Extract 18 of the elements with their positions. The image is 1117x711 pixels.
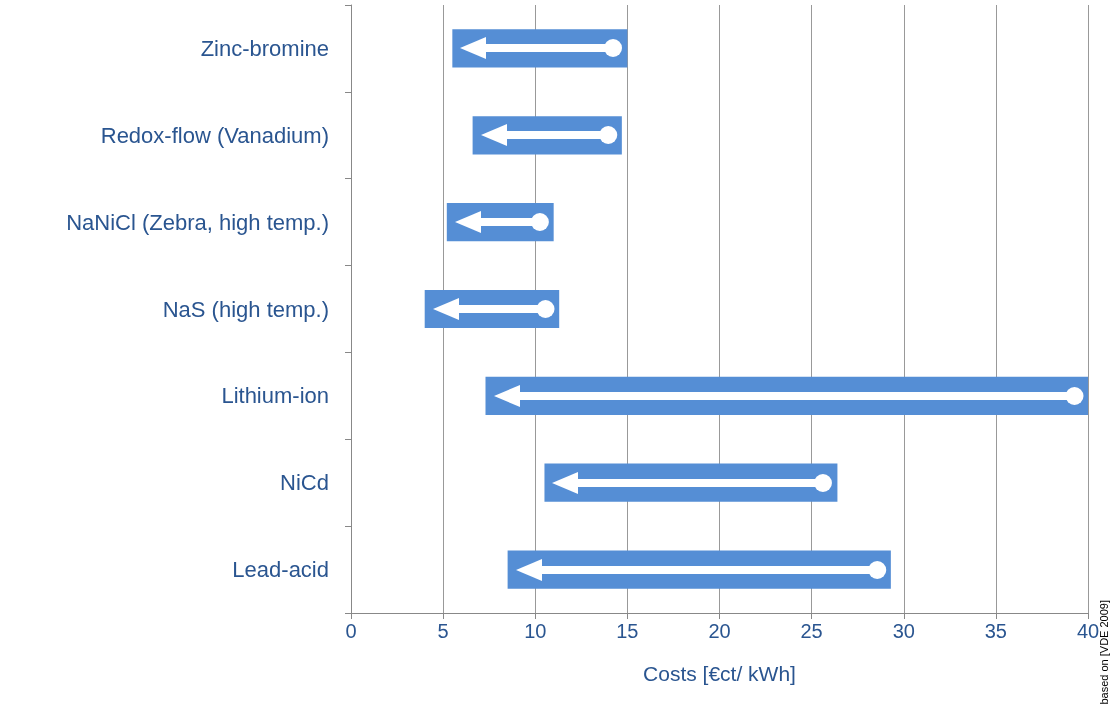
y-tick-label: NaNiCl (Zebra, high temp.) bbox=[66, 209, 329, 235]
y-tick-label: Zinc-bromine bbox=[200, 35, 329, 61]
x-tick-label: 10 bbox=[524, 620, 547, 642]
x-tick-label: 0 bbox=[345, 620, 357, 642]
x-tick-label: 5 bbox=[437, 620, 449, 642]
y-tick-label: NaS (high temp.) bbox=[162, 296, 329, 322]
x-tick-label: 30 bbox=[892, 620, 915, 642]
x-axis-title: Costs [€ct/ kWh] bbox=[643, 662, 796, 685]
x-tick-label: 25 bbox=[800, 620, 823, 642]
x-tick-label: 40 bbox=[1076, 620, 1100, 642]
y-tick-label: Redox-flow (Vanadium) bbox=[100, 122, 329, 148]
x-tick-label: 15 bbox=[616, 620, 639, 642]
y-tick-label: Lithium-ion bbox=[221, 383, 329, 409]
x-tick-label: 20 bbox=[708, 620, 731, 642]
x-tick-label: 35 bbox=[984, 620, 1007, 642]
text: based on [VDE 2009] bbox=[1097, 600, 1110, 705]
y-tick-label: NiCd bbox=[280, 470, 329, 496]
y-tick-label: Lead-acid bbox=[232, 557, 329, 583]
